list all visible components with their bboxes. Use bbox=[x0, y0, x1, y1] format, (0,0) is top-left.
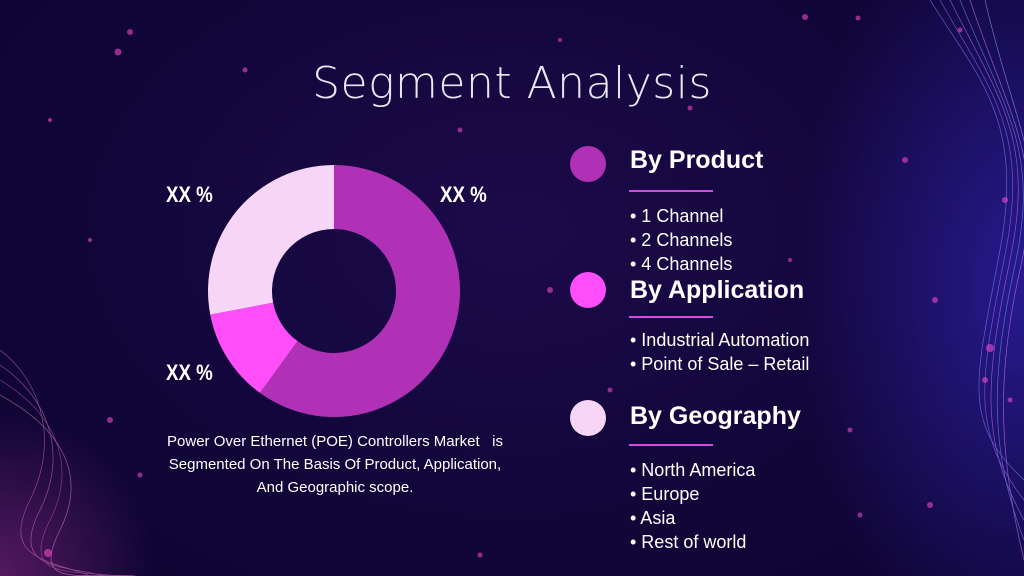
application-list: • Industrial Automation • Point of Sale … bbox=[630, 328, 809, 376]
donut-chart-svg bbox=[208, 165, 460, 417]
list-item: • North America bbox=[630, 460, 756, 480]
list-item: • Industrial Automation bbox=[630, 330, 810, 350]
list-item: • 1 Channel bbox=[630, 206, 724, 226]
slice-label-top-right: XX % bbox=[440, 182, 487, 207]
product-heading: By Product bbox=[630, 146, 764, 174]
list-item: • Europe bbox=[630, 484, 700, 504]
sparkle-dots bbox=[44, 14, 1013, 558]
list-item: • Rest of world bbox=[630, 532, 747, 552]
geography-heading: By Geography bbox=[630, 402, 801, 430]
application-bullet-circle bbox=[570, 272, 606, 308]
donut-chart bbox=[208, 165, 460, 417]
slice-geography bbox=[208, 165, 334, 315]
wave-lines-left bbox=[0, 349, 136, 576]
caption-line-3: And Geographic scope. bbox=[256, 479, 414, 496]
slice-label-bottom-left: XX % bbox=[166, 360, 213, 385]
geography-underline bbox=[629, 444, 713, 446]
slice-application bbox=[210, 302, 298, 393]
geography-bullet-circle bbox=[570, 400, 606, 436]
market-caption: Power Over Ethernet (POE) Controllers Ma… bbox=[150, 430, 520, 499]
list-item: • 2 Channels bbox=[630, 230, 733, 250]
product-list: • 1 Channel • 2 Channels • 4 Channels bbox=[630, 204, 732, 276]
caption-line-1: Power Over Ethernet (POE) Controllers Ma… bbox=[167, 433, 503, 450]
list-item: • 4 Channels bbox=[630, 254, 733, 274]
slice-label-top-left: XX % bbox=[166, 182, 213, 207]
page-title: Segment Analysis bbox=[312, 58, 712, 109]
geography-list: • North America • Europe • Asia • Rest o… bbox=[630, 458, 755, 554]
wave-lines-right bbox=[929, 0, 1024, 561]
caption-line-2: Segmented On The Basis Of Product, Appli… bbox=[168, 456, 502, 473]
slice-product bbox=[259, 165, 460, 417]
product-bullet-circle bbox=[570, 146, 606, 182]
list-item: • Asia bbox=[630, 508, 676, 528]
product-underline bbox=[629, 190, 713, 192]
list-item: • Point of Sale – Retail bbox=[630, 354, 810, 374]
application-underline bbox=[629, 316, 713, 318]
application-heading: By Application bbox=[630, 276, 805, 304]
